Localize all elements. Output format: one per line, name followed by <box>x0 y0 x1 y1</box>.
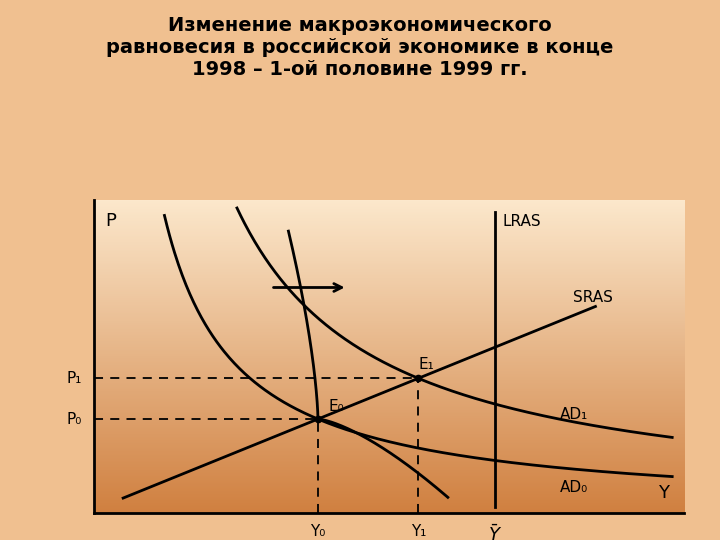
Text: AD₁: AD₁ <box>560 407 588 422</box>
Text: Y₀: Y₀ <box>310 524 325 539</box>
Text: AD₀: AD₀ <box>560 481 588 495</box>
Text: P₀: P₀ <box>66 411 82 427</box>
Text: E₀: E₀ <box>328 400 344 414</box>
Text: SRAS: SRAS <box>573 290 613 305</box>
Text: LRAS: LRAS <box>502 214 541 229</box>
Text: Изменение макроэкономического
равновесия в российской экономике в конце
1998 – 1: Изменение макроэкономического равновесия… <box>107 16 613 79</box>
Text: Y₁: Y₁ <box>410 524 426 539</box>
Text: P: P <box>105 212 117 231</box>
Text: P₁: P₁ <box>66 371 82 386</box>
Text: E₁: E₁ <box>418 357 434 372</box>
Text: $\bar{Y}$: $\bar{Y}$ <box>488 524 502 540</box>
Text: Y: Y <box>658 484 670 502</box>
